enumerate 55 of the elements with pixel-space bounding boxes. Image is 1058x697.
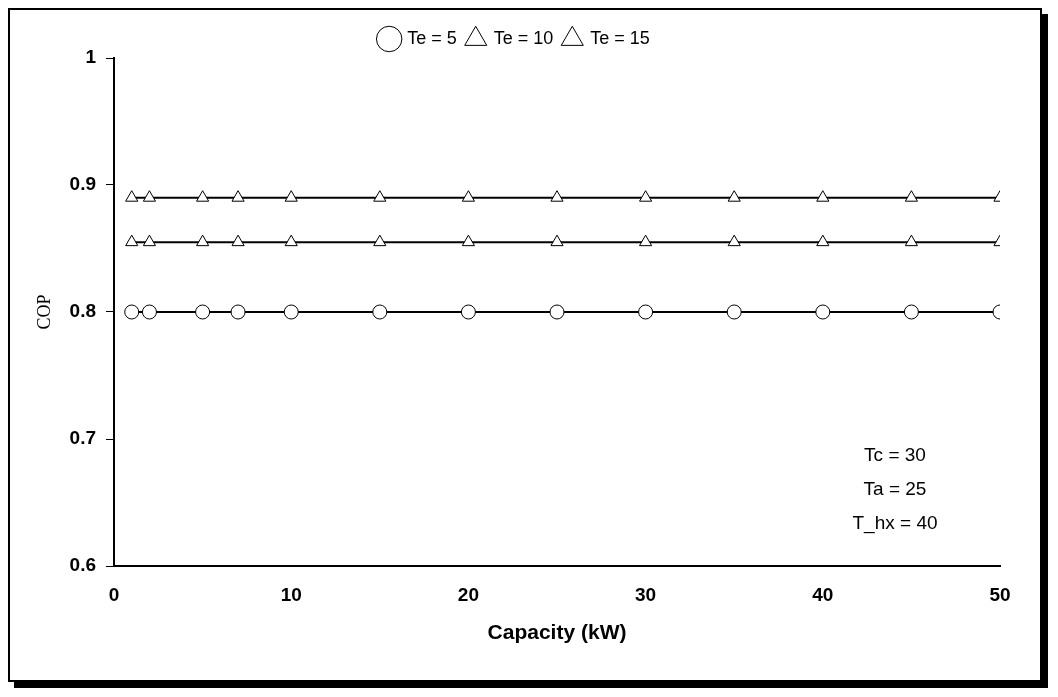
point — [727, 234, 741, 247]
point — [816, 190, 830, 202]
point — [373, 234, 387, 247]
point — [231, 190, 245, 202]
point — [125, 190, 139, 202]
y-tick-label: 0.8 — [69, 300, 97, 322]
y-tick-label: 0.7 — [69, 427, 97, 449]
point — [904, 190, 918, 202]
point — [231, 234, 245, 247]
point — [726, 304, 742, 320]
point — [638, 304, 654, 320]
point — [283, 304, 299, 320]
x-axis-title: Capacity (kW) — [487, 620, 627, 644]
point — [727, 190, 741, 202]
point — [372, 304, 388, 320]
y-tick-label: 1 — [85, 46, 97, 68]
point — [196, 190, 210, 202]
annotation: Ta = 25 — [863, 478, 927, 500]
y-tick-label: 0.6 — [69, 554, 97, 576]
point — [196, 234, 210, 247]
point — [550, 190, 564, 202]
point — [639, 234, 653, 247]
point — [903, 304, 919, 320]
x-tick-label: 10 — [280, 583, 302, 605]
point — [461, 234, 475, 247]
point — [461, 190, 475, 202]
point — [284, 234, 298, 247]
y-tick-label: 0.9 — [69, 173, 97, 195]
point — [549, 304, 565, 320]
point — [141, 304, 157, 320]
legend-label: Te = 10 — [493, 27, 554, 48]
point — [125, 234, 139, 247]
point — [460, 304, 476, 320]
x-tick-label: 0 — [108, 583, 120, 605]
point — [195, 304, 211, 320]
legend-label: Te = 15 — [590, 27, 650, 48]
y-axis-title: COP — [33, 294, 54, 330]
annotation: Tc = 30 — [864, 444, 926, 466]
x-tick-label: 50 — [989, 583, 1011, 605]
point — [904, 234, 918, 247]
legend-label: Te = 5 — [407, 27, 457, 48]
point — [142, 190, 157, 202]
x-tick-label: 30 — [635, 583, 657, 605]
annotation: T_hx = 40 — [852, 512, 938, 535]
x-tick-label: 40 — [812, 583, 834, 605]
point — [284, 190, 298, 202]
point — [373, 190, 387, 202]
x-tick-label: 20 — [457, 583, 479, 605]
point — [816, 234, 830, 247]
point — [550, 234, 564, 247]
point — [124, 304, 140, 320]
point — [639, 190, 653, 202]
point — [815, 304, 831, 320]
point — [230, 304, 246, 320]
point — [142, 234, 157, 247]
